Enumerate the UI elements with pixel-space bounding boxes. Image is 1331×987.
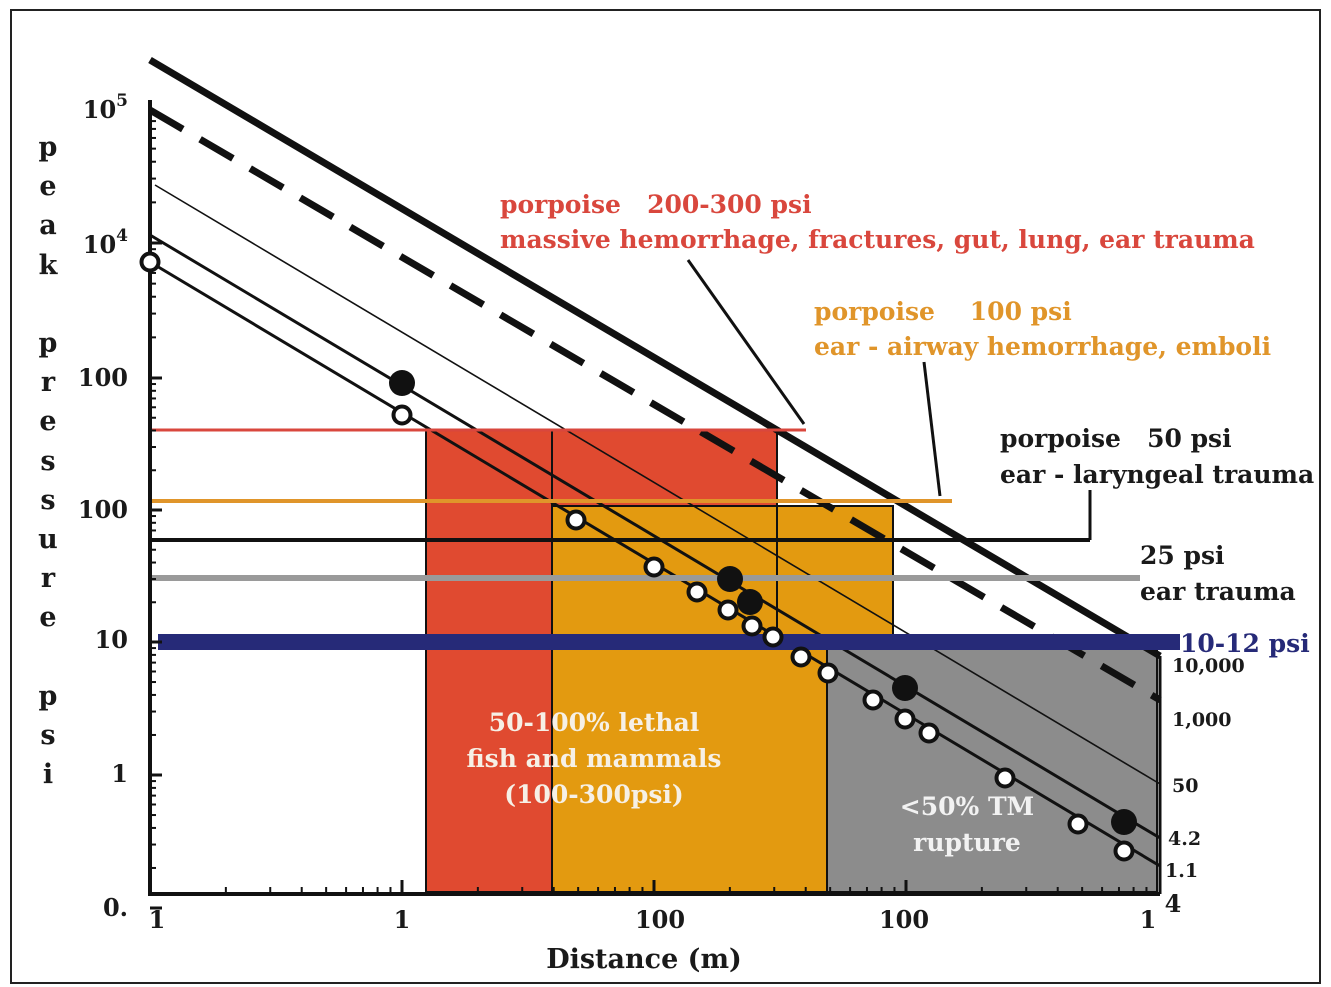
y-tick-label: 104 bbox=[83, 226, 128, 259]
charge-weight-label: 4.2 bbox=[1168, 828, 1201, 850]
y-tick-label: 100 bbox=[78, 495, 128, 524]
region-label-tm-rupture: rupture bbox=[913, 828, 1021, 857]
x-tick-label: 1 bbox=[149, 905, 166, 934]
region-label-lethal: fish and mammals bbox=[466, 744, 721, 773]
filled-data-point bbox=[717, 566, 743, 592]
open-data-point bbox=[1070, 816, 1087, 833]
open-data-point bbox=[142, 254, 159, 271]
region-label-tm-rupture: <50% TM bbox=[900, 792, 1034, 821]
open-data-point bbox=[394, 407, 411, 424]
y-tick-label: 100 bbox=[78, 363, 128, 392]
y-tick-label: 10 bbox=[95, 625, 128, 654]
threshold-subtitle-25psi: ear trauma bbox=[1140, 577, 1296, 606]
open-data-point bbox=[897, 711, 914, 728]
x-tick-label: 1 bbox=[1140, 905, 1157, 934]
x-tick-label: 100 bbox=[879, 905, 929, 934]
threshold-subtitle-300psi: massive hemorrhage, fractures, gut, lung… bbox=[500, 225, 1255, 254]
charge-weight-label: 50 bbox=[1172, 775, 1198, 797]
x-tick-label: 1 bbox=[394, 905, 411, 934]
threshold-title-25psi: 25 psi bbox=[1140, 541, 1225, 570]
threshold-subtitle-50psi: ear - laryngeal trauma bbox=[1000, 460, 1314, 489]
open-data-point bbox=[568, 512, 585, 529]
open-data-point bbox=[997, 770, 1014, 787]
y-tick-label: 1 bbox=[111, 759, 128, 788]
region-label-lethal: 50-100% lethal bbox=[489, 708, 700, 737]
y-tick-label: 105 bbox=[83, 91, 128, 124]
region-label-lethal: (100-300psi) bbox=[504, 780, 683, 809]
open-data-point bbox=[646, 559, 663, 576]
filled-data-point bbox=[1111, 809, 1137, 835]
threshold-title-300psi: porpoise 200-300 psi bbox=[500, 190, 812, 219]
leader-line-300psi bbox=[688, 260, 804, 424]
charge-weight-label: 1.1 bbox=[1165, 860, 1198, 882]
charge-weight-label: 1,000 bbox=[1172, 709, 1232, 731]
x-axis-title: Distance (m) bbox=[546, 944, 742, 975]
threshold-title-100psi: porpoise 100 psi bbox=[814, 297, 1072, 326]
filled-data-point bbox=[892, 675, 918, 701]
filled-data-point bbox=[389, 370, 415, 396]
open-data-point bbox=[1116, 843, 1133, 860]
open-data-point bbox=[820, 665, 837, 682]
leader-line-100psi bbox=[924, 362, 940, 496]
filled-data-point bbox=[737, 589, 763, 615]
open-data-point bbox=[921, 725, 938, 742]
threshold-title-50psi: porpoise 50 psi bbox=[1000, 424, 1232, 453]
open-data-point bbox=[744, 618, 761, 635]
charge-weight-label: 10,000 bbox=[1172, 655, 1245, 677]
open-data-point bbox=[720, 602, 737, 619]
open-data-point bbox=[865, 692, 882, 709]
x-tick-label: 100 bbox=[635, 905, 685, 934]
open-data-point bbox=[689, 584, 706, 601]
open-data-point bbox=[793, 649, 810, 666]
threshold-title-11psi: 10-12 psi bbox=[1180, 629, 1310, 658]
open-data-point bbox=[765, 629, 782, 646]
y-tick-label: 0. bbox=[103, 893, 128, 922]
x-tick-label: 4 bbox=[1165, 889, 1182, 918]
threshold-subtitle-100psi: ear - airway hemorrhage, emboli bbox=[814, 332, 1271, 361]
